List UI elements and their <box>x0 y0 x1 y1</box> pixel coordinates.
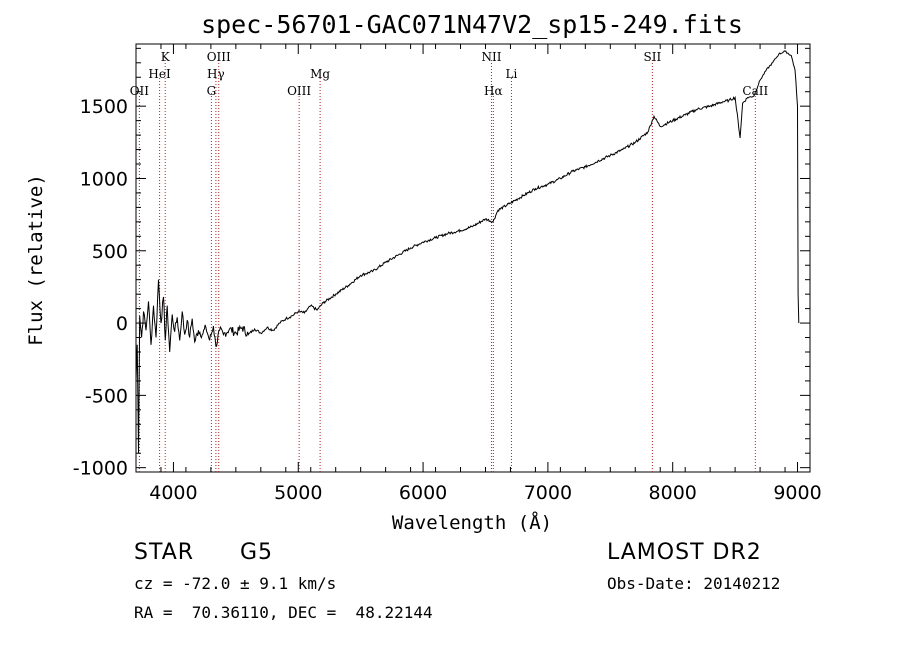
spectral-line-label: HeI <box>148 67 171 81</box>
spectral-line-label: OIII <box>287 84 311 98</box>
x-tick-label: 6000 <box>399 482 447 504</box>
spectral-line-label: K <box>161 50 171 64</box>
chart-title: spec-56701-GAC071N47V2_sp15-249.fits <box>201 10 743 39</box>
y-tick-label: 0 <box>116 313 128 335</box>
coordinates-text: RA = 70.36110, DEC = 48.22144 <box>134 603 433 622</box>
plot-frame <box>135 43 811 473</box>
x-tick-label: 7000 <box>524 482 572 504</box>
x-tick-label: 8000 <box>649 482 697 504</box>
spectral-line-label: OIII <box>207 50 231 64</box>
spectral-line-label: Hγ <box>207 67 225 81</box>
x-axis-label: Wavelength (Å) <box>392 511 552 534</box>
y-tick-label: -500 <box>85 385 128 407</box>
survey-name: LAMOST DR2 <box>607 540 762 565</box>
obs-date-text: Obs-Date: 20140212 <box>607 574 781 593</box>
x-tick-label: 9000 <box>773 482 821 504</box>
spectral-line-label: NII <box>481 50 501 64</box>
spectral-line-label: Hα <box>484 84 503 98</box>
spectral-line-label: G <box>207 84 217 98</box>
spectral-line-label: SII <box>644 50 662 64</box>
spectral-line-label: Mg <box>310 67 330 81</box>
y-tick-label: 1500 <box>80 96 128 118</box>
y-axis-label: Flux (relative) <box>25 174 47 346</box>
object-subclass: G5 <box>240 540 274 565</box>
x-tick-label: 4000 <box>149 482 197 504</box>
y-tick-label: -1000 <box>73 458 128 480</box>
y-tick-label: 1000 <box>80 168 128 190</box>
spectral-line-label: OII <box>130 84 150 98</box>
axis-ticks: 4000 5000 6000 7000 8000 9000 -1000 -500 0 500 100… <box>73 44 822 504</box>
object-class: STAR <box>134 540 195 565</box>
y-tick-label: 500 <box>92 241 128 263</box>
redshift-text: cz = -72.0 ± 9.1 km/s <box>134 574 337 593</box>
spectrum-series-line <box>135 50 800 454</box>
spectral-line-label: Li <box>506 67 518 81</box>
x-tick-label: 5000 <box>274 482 322 504</box>
